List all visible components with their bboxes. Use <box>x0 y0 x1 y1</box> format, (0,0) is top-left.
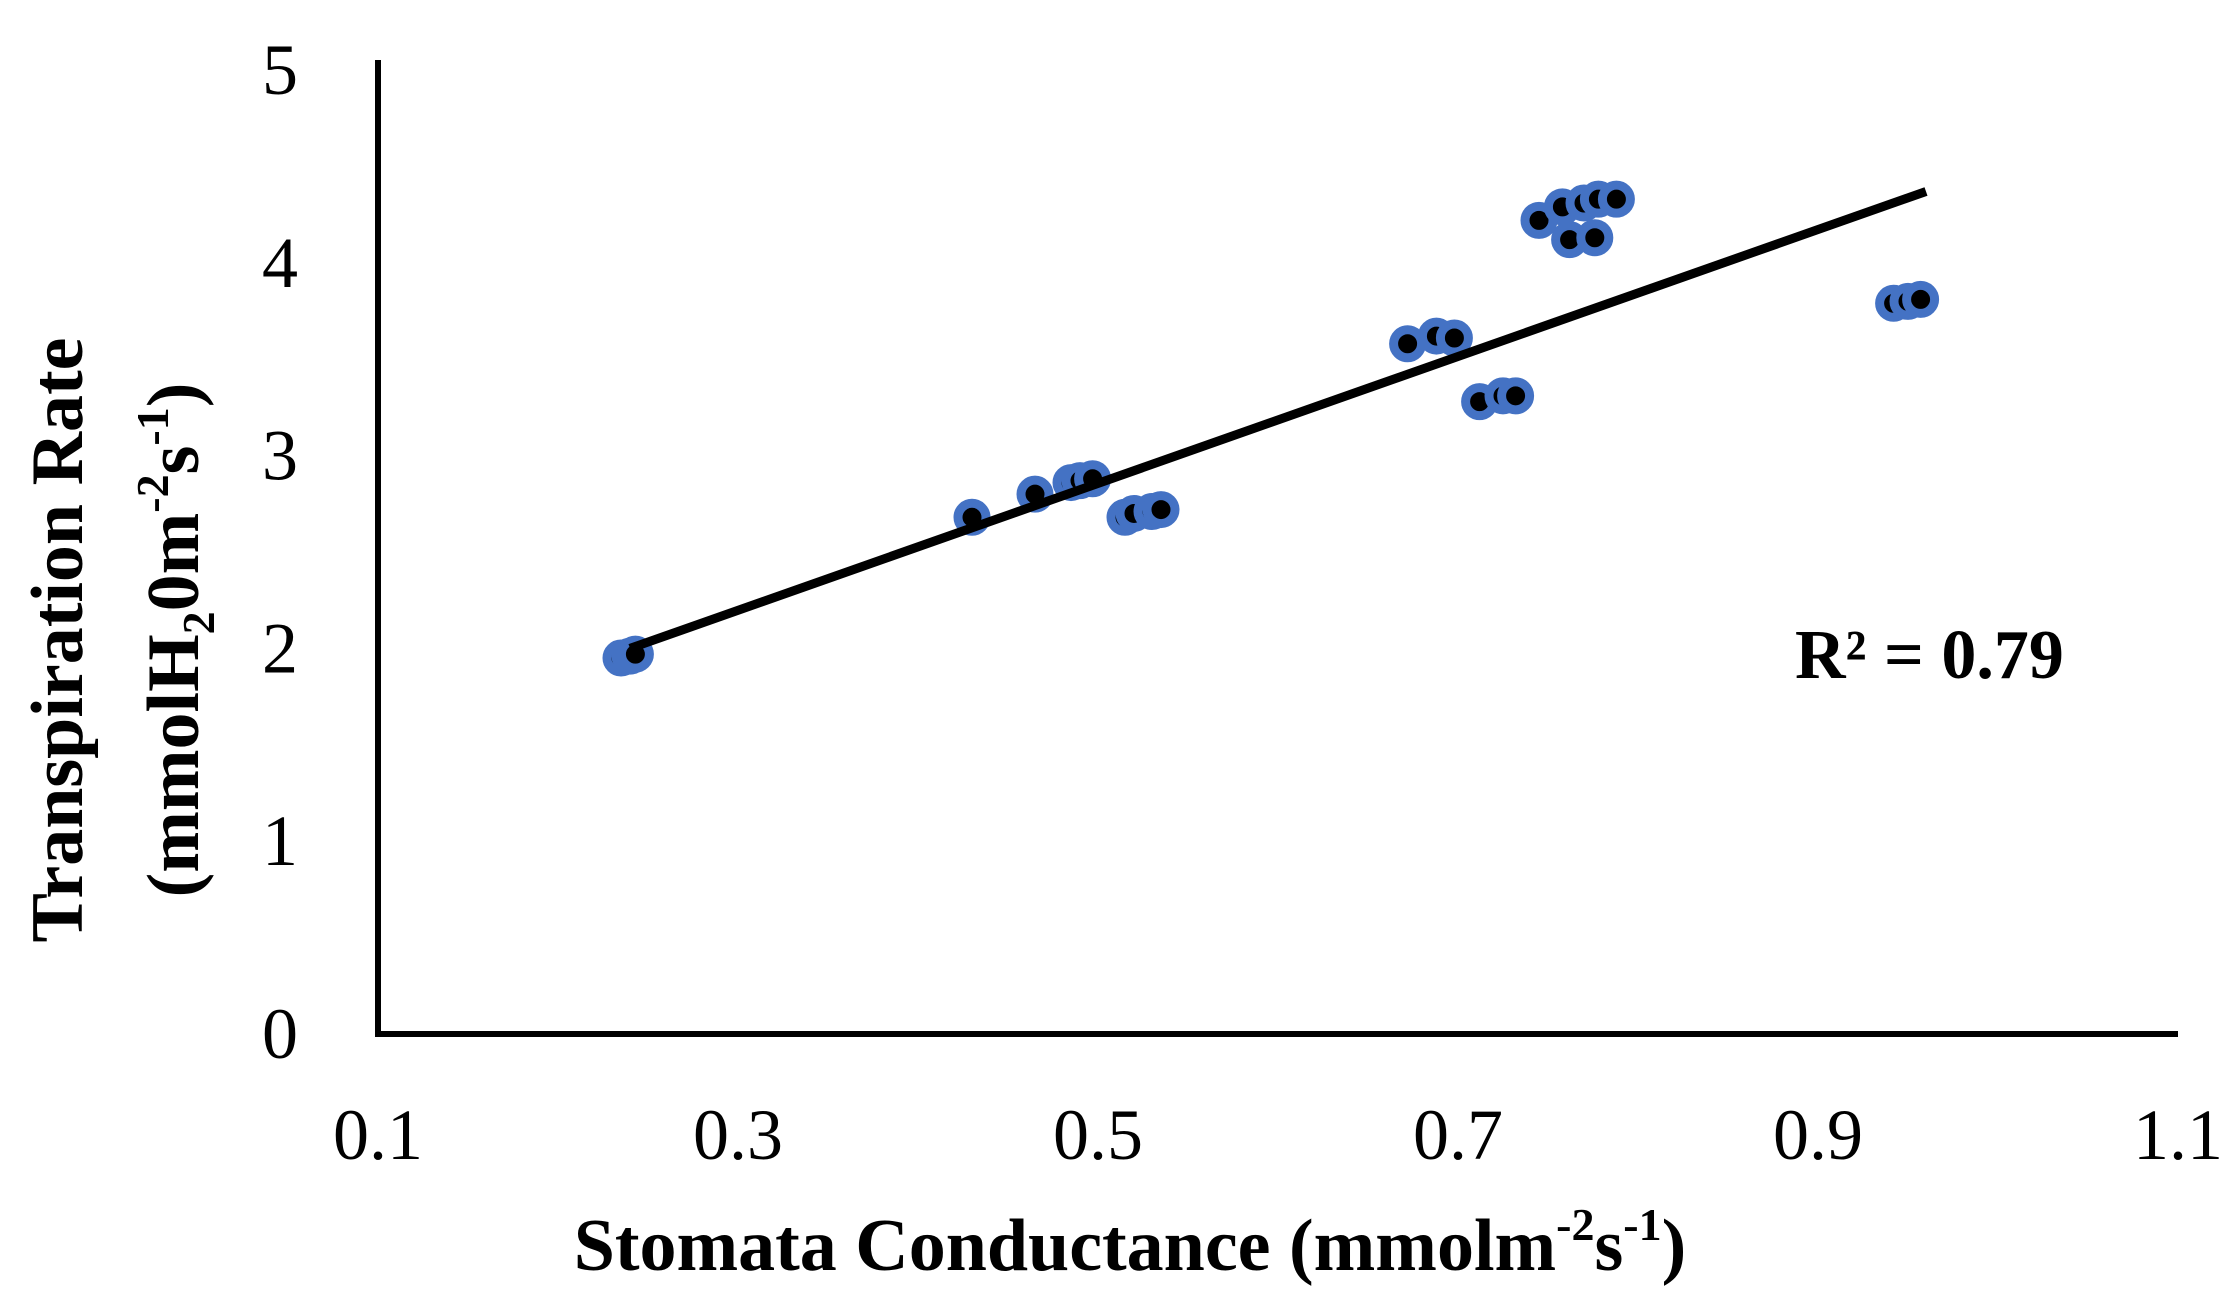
y-tick-label: 2 <box>262 608 298 688</box>
y-axis-title-line1: Transpiration Rate <box>17 337 99 942</box>
data-point <box>1435 319 1473 357</box>
r-squared-label: R² = 0.79 <box>1795 617 2064 694</box>
y-tick-label: 1 <box>262 801 298 881</box>
data-point <box>1142 491 1180 529</box>
x-axis-title: Stomata Conductance (mmolm-2s-1) <box>574 1199 1687 1287</box>
y-tick-label: 3 <box>262 416 298 496</box>
x-tick-label: 0.9 <box>1773 1095 1863 1175</box>
x-tick-label: 0.1 <box>333 1095 423 1175</box>
y-tick-label: 0 <box>262 994 298 1074</box>
y-tick-labels: 0 1 2 3 4 5 <box>262 30 298 1074</box>
data-point <box>1497 377 1535 415</box>
data-point <box>1576 219 1614 257</box>
plot-area <box>602 180 1940 677</box>
x-tick-label: 0.3 <box>693 1095 783 1175</box>
data-point <box>1902 280 1940 318</box>
x-tick-label: 1.1 <box>2133 1095 2223 1175</box>
x-tick-label: 0.5 <box>1053 1095 1143 1175</box>
y-tick-label: 5 <box>262 30 298 110</box>
x-tick-labels: 0.1 0.3 0.5 0.7 0.9 1.1 <box>333 1095 2223 1175</box>
data-point <box>1389 325 1427 363</box>
trendline <box>628 187 1928 653</box>
y-axis-title-line2: (mmolH20m-2s-1) <box>127 383 224 898</box>
x-tick-label: 0.7 <box>1413 1095 1503 1175</box>
y-tick-label: 4 <box>262 223 298 303</box>
y-axis-title: Transpiration Rate (mmolH20m-2s-1) <box>17 337 224 942</box>
data-point <box>1597 180 1635 218</box>
